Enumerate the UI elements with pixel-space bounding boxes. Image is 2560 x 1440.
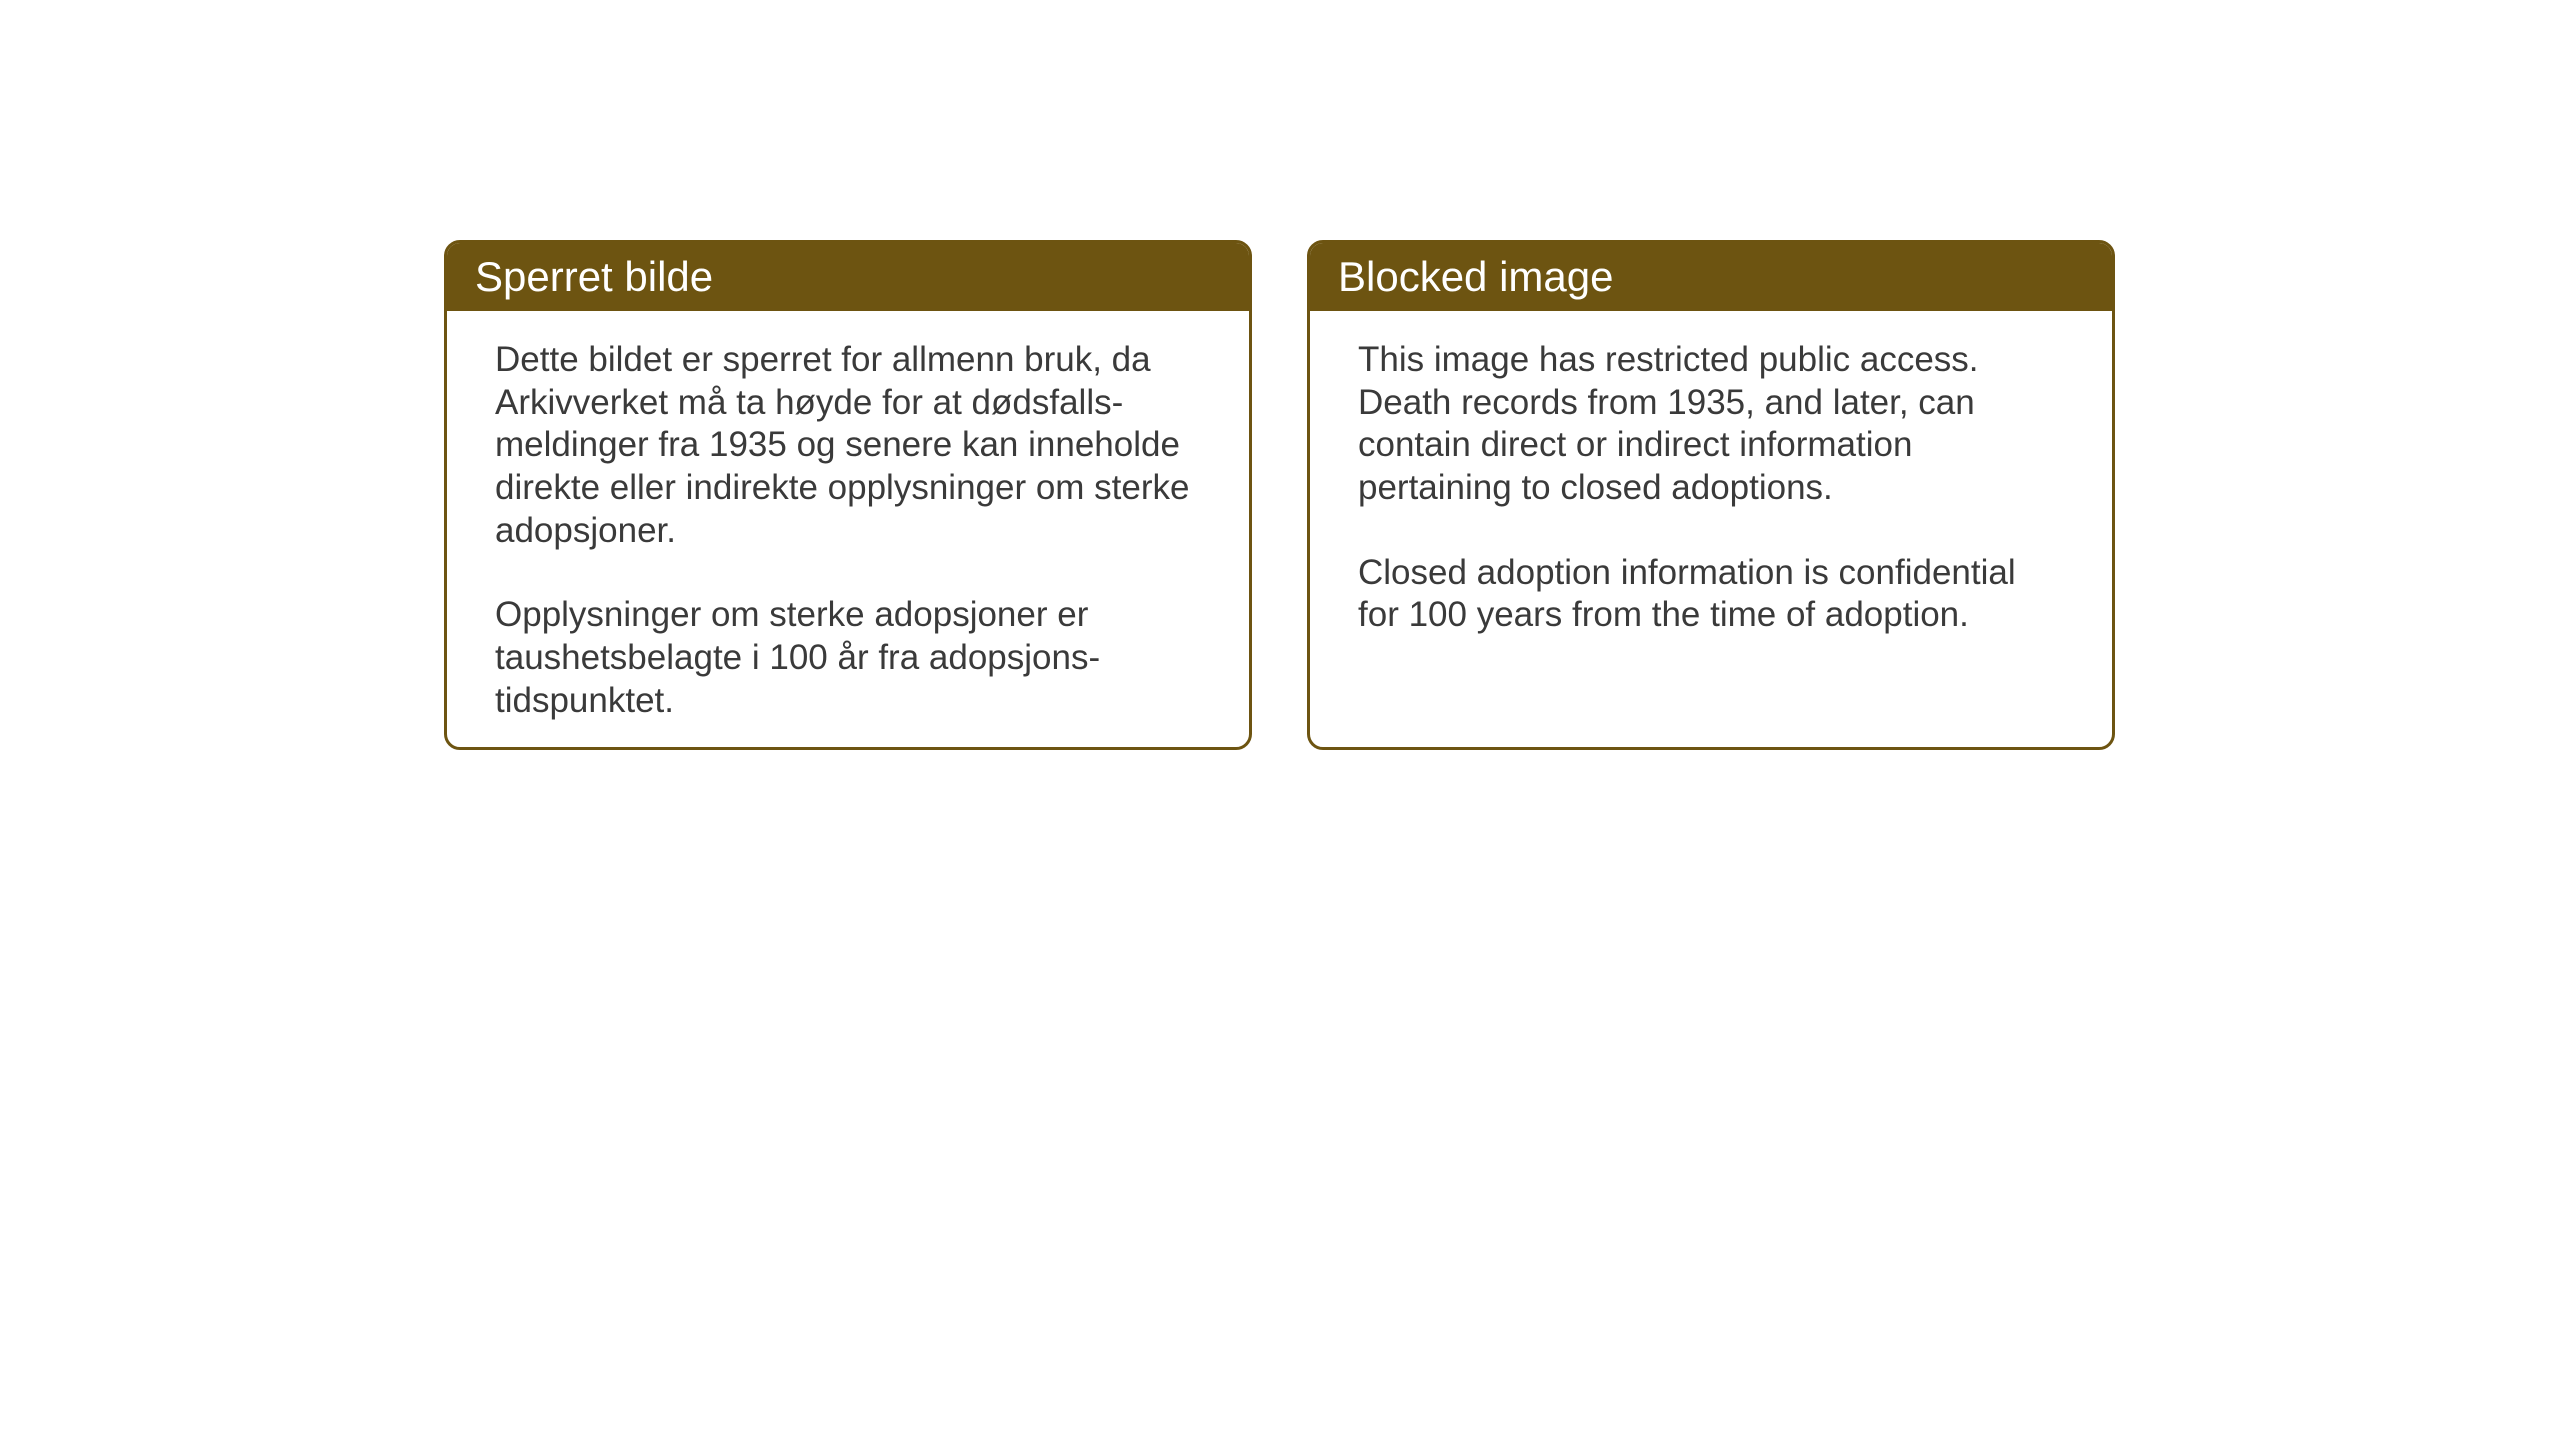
norwegian-card: Sperret bilde Dette bildet er sperret fo… xyxy=(444,240,1252,750)
norwegian-card-body: Dette bildet er sperret for allmenn bruk… xyxy=(447,311,1249,750)
norwegian-card-header: Sperret bilde xyxy=(447,243,1249,311)
norwegian-paragraph-1: Dette bildet er sperret for allmenn bruk… xyxy=(495,339,1201,552)
notice-container: Sperret bilde Dette bildet er sperret fo… xyxy=(444,240,2115,750)
norwegian-card-title: Sperret bilde xyxy=(475,253,713,300)
english-card-body: This image has restricted public access.… xyxy=(1310,311,2112,665)
norwegian-paragraph-2: Opplysninger om sterke adopsjoner er tau… xyxy=(495,594,1201,722)
english-card: Blocked image This image has restricted … xyxy=(1307,240,2115,750)
english-paragraph-1: This image has restricted public access.… xyxy=(1358,339,2064,510)
english-paragraph-2: Closed adoption information is confident… xyxy=(1358,552,2064,637)
english-card-title: Blocked image xyxy=(1338,253,1613,300)
english-card-header: Blocked image xyxy=(1310,243,2112,311)
